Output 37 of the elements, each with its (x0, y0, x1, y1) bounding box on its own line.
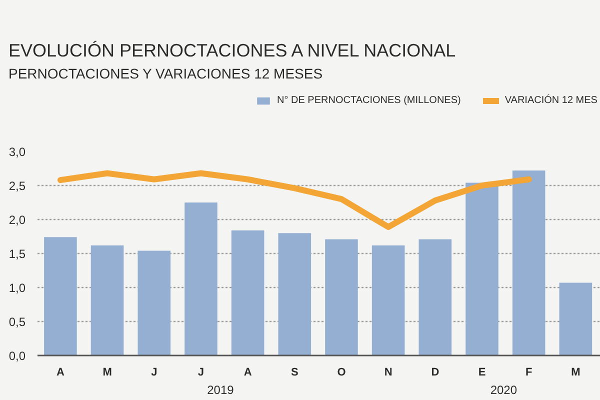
bar (90, 245, 124, 356)
x-tick-label: M (571, 366, 580, 378)
bar (559, 282, 592, 356)
bar (184, 202, 218, 356)
bar (231, 230, 264, 356)
chart-subtitle: PERNOCTACIONES Y VARIACIONES 12 MESES (8, 66, 323, 82)
x-tick-label: M (102, 366, 112, 378)
y-tick-label: 3,0 (8, 145, 26, 159)
y-tick-label: 2,0 (8, 213, 26, 227)
x-tick-label: J (151, 366, 158, 378)
y-tick-label: 2,5 (8, 179, 26, 193)
bar (372, 245, 405, 356)
bar (512, 170, 546, 356)
x-tick-label: S (290, 366, 298, 378)
x-tick-label: F (525, 366, 532, 378)
bar (466, 182, 498, 356)
legend-label: N° DE PERNOCTACIONES (MILLONES) (277, 95, 461, 106)
legend-label: VARIACIÓN 12 MES (504, 95, 598, 106)
x-tick-label: E (478, 366, 486, 378)
x-tick-label: A (56, 366, 64, 378)
x-tick-label: J (198, 366, 204, 378)
x-tick-label: A (244, 366, 252, 378)
y-tick-label: 1,0 (8, 281, 26, 295)
bar (325, 239, 358, 356)
x-tick-label: D (431, 366, 440, 378)
text: 2020 (490, 383, 518, 397)
text: 2019 (207, 383, 234, 397)
y-tick-label: 0,0 (8, 349, 26, 363)
bar (418, 239, 452, 356)
x-tick-label: N (384, 366, 392, 378)
bar (138, 250, 171, 356)
x-tick-label: O (337, 366, 346, 378)
chart-title: EVOLUCIÓN PERNOCTACIONES A NIVEL NACIONAL (8, 40, 456, 60)
bar (278, 233, 312, 356)
y-tick-label: 1,5 (8, 247, 26, 261)
y-tick-label: 0,5 (8, 315, 26, 329)
bar (44, 237, 77, 356)
